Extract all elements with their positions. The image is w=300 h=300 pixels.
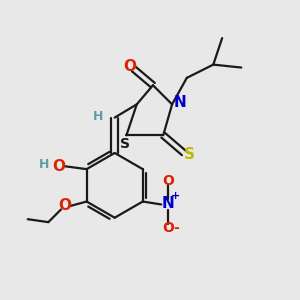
Text: +: + [171,190,181,201]
Text: -: - [174,221,179,235]
Text: N: N [161,196,174,211]
Text: O: O [58,198,71,213]
Text: S: S [120,137,130,151]
Text: S: S [184,147,195,162]
Text: O: O [123,58,136,74]
Text: O: O [52,159,65,174]
Text: N: N [174,95,186,110]
Text: H: H [39,158,49,171]
Text: O: O [162,221,174,235]
Text: O: O [162,174,174,188]
Text: H: H [93,110,104,123]
